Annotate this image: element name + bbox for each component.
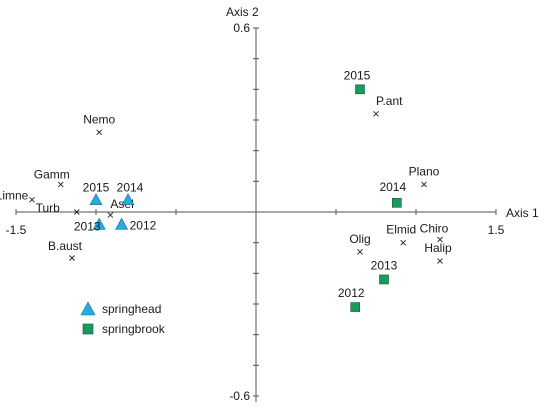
species-marker xyxy=(29,196,35,203)
species-marker xyxy=(73,209,80,215)
legend: springhead springbrook xyxy=(80,301,166,336)
species-marker xyxy=(357,249,363,255)
springhead-point: 2014 xyxy=(117,181,144,206)
springbrook-point: 2015 xyxy=(344,68,371,95)
springbrook-point: 2013 xyxy=(371,258,398,285)
sample-year-label: 2015 xyxy=(344,68,371,82)
species-marker xyxy=(107,212,114,218)
springhead-point: 2015 xyxy=(83,181,110,206)
sample-year-label: 2014 xyxy=(379,180,406,194)
triangle-marker xyxy=(89,193,103,206)
species-marker xyxy=(400,239,407,246)
y-tick-label-max: 0.6 xyxy=(233,21,250,35)
species-label: Chiro xyxy=(420,222,449,236)
legend-marker-springhead xyxy=(80,301,96,316)
species-point: P.ant xyxy=(373,94,403,117)
sample-year-label: 2015 xyxy=(83,181,110,195)
species-marker xyxy=(437,236,443,243)
species-marker xyxy=(373,111,379,117)
species-label: B.aust xyxy=(48,239,83,253)
springbrook-point: 2012 xyxy=(338,286,365,312)
legend-label-springbrook: springbrook xyxy=(102,322,166,336)
triangle-marker xyxy=(121,193,135,206)
species-label: Plano xyxy=(409,164,440,178)
square-marker xyxy=(350,302,361,312)
legend-label-springhead: springhead xyxy=(102,302,161,316)
square-marker xyxy=(391,198,402,208)
triangle-marker xyxy=(115,217,129,230)
sample-year-label: 2013 xyxy=(371,258,398,272)
species-marker xyxy=(96,129,103,136)
sample-year-label: 2013 xyxy=(74,219,101,233)
species-point: Halip xyxy=(424,241,452,264)
species-point: Nemo xyxy=(83,112,116,136)
y-tick-label-min: -0.6 xyxy=(229,389,250,403)
species-marker xyxy=(69,255,75,261)
sample-year-label: 2014 xyxy=(117,181,144,195)
y-axis-label: Axis 2 xyxy=(226,5,259,19)
species-point: B.aust xyxy=(48,239,83,261)
species-marker xyxy=(421,181,427,188)
species-label: Elmid xyxy=(386,223,416,237)
springhead-point: 2012 xyxy=(115,217,157,232)
sample-year-label: 2012 xyxy=(130,218,157,232)
species-marker xyxy=(57,181,64,188)
species-point: Gamm xyxy=(34,167,70,188)
species-point: Chiro xyxy=(420,222,449,243)
axes: Axis 1 Axis 2 -1.5 1.5 0.6 -0.6 xyxy=(6,5,539,403)
species-label: Nemo xyxy=(83,112,115,126)
species-point: Olig xyxy=(349,232,371,255)
sample-year-label: 2012 xyxy=(338,286,365,300)
sample-points: 2015 2014 2013 2012 2015 2014 2013 2012 xyxy=(74,68,406,312)
x-tick-label-min: -1.5 xyxy=(6,223,27,237)
species-label: Limne xyxy=(0,189,29,203)
species-points: NemoGammLimneTurbAselB.austP.antPlanoElm… xyxy=(0,94,452,264)
triangle-marker xyxy=(92,217,106,230)
square-marker xyxy=(355,84,365,95)
species-point: Turb xyxy=(36,201,80,215)
springhead-point: 2013 xyxy=(74,217,106,233)
springbrook-point: 2014 xyxy=(379,180,406,208)
axis-ticks xyxy=(15,27,497,397)
species-point: Limne xyxy=(0,189,35,203)
species-label: P.ant xyxy=(376,94,403,108)
species-marker xyxy=(437,258,443,264)
species-point: Plano xyxy=(409,164,440,188)
species-label: Turb xyxy=(36,201,61,215)
x-axis-label: Axis 1 xyxy=(506,206,539,220)
species-point: Elmid xyxy=(386,223,416,246)
species-label: Olig xyxy=(349,232,370,246)
square-marker xyxy=(379,274,389,285)
species-label: Gamm xyxy=(34,167,70,181)
x-tick-label-max: 1.5 xyxy=(488,223,505,237)
species-label: Halip xyxy=(424,241,452,255)
legend-marker-springbrook xyxy=(82,323,94,335)
